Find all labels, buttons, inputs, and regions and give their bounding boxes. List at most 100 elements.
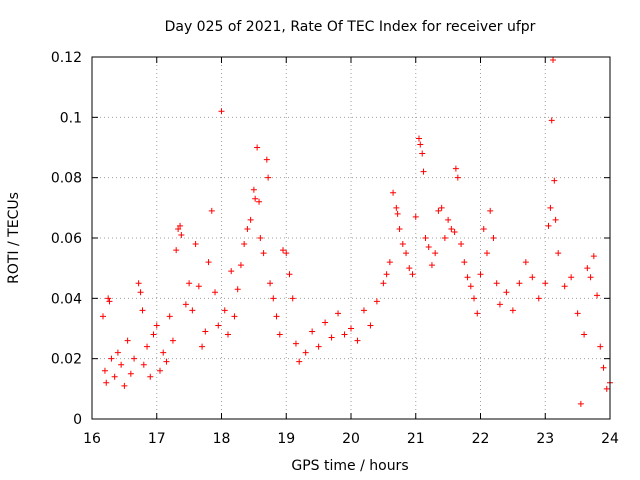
y-tick-labels: 0 0.02 0.04 0.06 0.08 0.1 0.12 — [51, 50, 82, 428]
data-point — [467, 283, 474, 290]
y-tick-label: 0.02 — [51, 352, 82, 368]
data-point — [114, 349, 121, 356]
data-point — [415, 135, 422, 142]
data-point — [516, 280, 523, 287]
data-point — [597, 343, 604, 350]
data-point — [529, 274, 536, 281]
data-point — [173, 247, 180, 254]
data-point — [283, 250, 290, 257]
data-point — [286, 271, 293, 278]
data-point — [419, 150, 426, 157]
data-point — [487, 207, 494, 214]
data-point — [483, 250, 490, 257]
data-point — [594, 292, 601, 299]
data-point — [328, 334, 335, 341]
data-point — [409, 271, 416, 278]
data-point — [121, 382, 128, 389]
data-point — [108, 355, 115, 362]
data-point — [166, 313, 173, 320]
data-point — [256, 198, 263, 205]
data-point — [341, 331, 348, 338]
data-point — [322, 319, 329, 326]
data-point — [441, 235, 448, 241]
data-point — [309, 328, 316, 335]
data-point — [522, 259, 529, 266]
data-point — [153, 322, 160, 329]
data-point — [577, 400, 584, 407]
data-point — [480, 225, 487, 232]
data-point — [247, 216, 254, 223]
data-point — [552, 216, 559, 223]
data-point — [354, 337, 361, 344]
data-point — [186, 280, 193, 287]
data-point — [252, 195, 259, 202]
data-point — [422, 235, 429, 241]
data-point — [267, 280, 274, 287]
data-point — [428, 262, 435, 269]
data-point — [257, 235, 264, 241]
data-point — [458, 241, 465, 248]
data-point — [551, 177, 558, 184]
data-point — [195, 283, 202, 290]
data-point — [270, 295, 277, 302]
data-point — [435, 207, 442, 214]
data-point — [189, 307, 196, 314]
data-point — [163, 358, 170, 365]
data-point — [542, 280, 549, 287]
data-point — [263, 156, 270, 163]
data-point — [561, 283, 568, 290]
data-point — [367, 322, 374, 329]
data-point — [150, 331, 157, 338]
data-point — [383, 271, 390, 278]
data-point — [175, 225, 182, 232]
data-point — [202, 328, 209, 335]
data-point — [471, 295, 478, 302]
data-point — [127, 370, 134, 377]
data-point — [587, 274, 594, 281]
data-point — [584, 265, 591, 272]
y-tick-label: 0.08 — [51, 171, 82, 187]
data-point — [192, 241, 199, 248]
y-tick-label: 0 — [73, 412, 82, 428]
data-point — [590, 253, 597, 260]
data-point — [231, 313, 238, 320]
data-point — [101, 367, 108, 374]
data-point — [412, 213, 419, 220]
data-point — [438, 204, 445, 211]
data-point — [103, 379, 110, 386]
data-point — [124, 337, 131, 344]
data-point — [237, 262, 244, 269]
data-point — [420, 168, 427, 175]
data-point — [452, 165, 459, 172]
data-point — [244, 225, 251, 232]
data-point — [254, 144, 261, 151]
data-point — [160, 349, 167, 356]
data-point — [250, 186, 257, 193]
data-point — [215, 322, 222, 329]
data-point — [417, 141, 424, 148]
data-point — [265, 174, 272, 181]
data-point — [140, 361, 147, 368]
y-tick-label: 0.1 — [60, 110, 82, 126]
data-point — [292, 340, 299, 347]
y-tick-label: 0.12 — [51, 50, 82, 66]
data-point — [394, 210, 401, 217]
x-tick-label: 16 — [83, 431, 101, 447]
data-point — [169, 337, 176, 344]
data-point — [547, 204, 554, 211]
data-point — [147, 373, 154, 380]
data-point — [393, 204, 400, 211]
data-point — [144, 343, 151, 350]
x-tick-label: 20 — [342, 431, 360, 447]
data-point — [550, 57, 557, 64]
data-point — [182, 301, 189, 308]
data-point — [199, 343, 206, 350]
data-point — [603, 385, 610, 392]
x-tick-label: 17 — [148, 431, 166, 447]
data-point — [276, 331, 283, 338]
chart-title: Day 025 of 2021, Rate Of TEC Index for r… — [165, 19, 536, 35]
data-point — [228, 268, 235, 275]
x-tick-labels: 16 17 18 19 20 21 22 23 24 — [83, 431, 619, 447]
